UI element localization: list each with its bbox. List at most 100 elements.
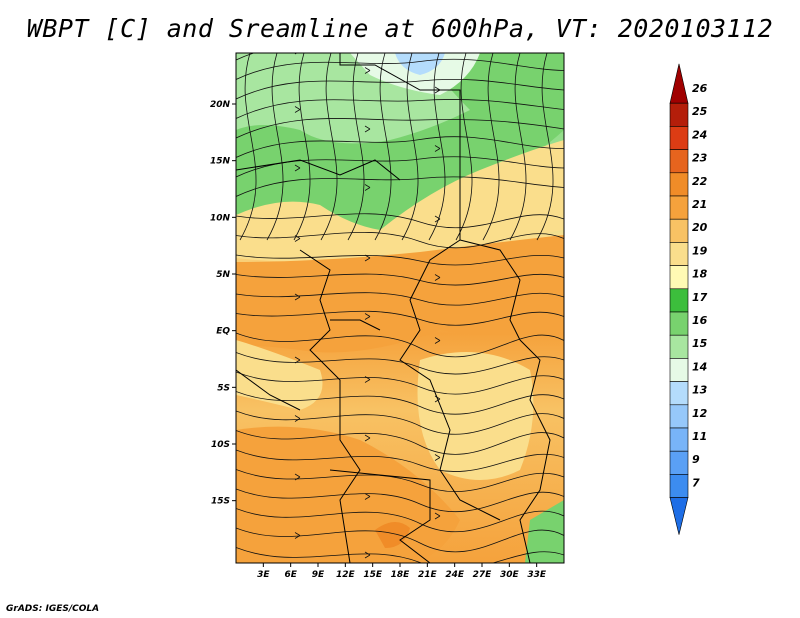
colorbar-swatch bbox=[669, 63, 689, 104]
lat-tick-label: 5N bbox=[216, 270, 230, 280]
streamline-arrow bbox=[364, 254, 371, 262]
streamline bbox=[236, 176, 564, 197]
colorbar-swatch bbox=[669, 102, 689, 127]
lon-tick-label: 33E bbox=[527, 570, 547, 580]
map-figure: 3E 6E 9E 12E 15E 18E 21E 24E 27E 30E 33E 20N 15N 10N… bbox=[210, 52, 708, 580]
streamline bbox=[236, 527, 564, 553]
colorbar-swatch bbox=[669, 404, 689, 429]
colorbar-swatch bbox=[669, 450, 689, 475]
colorbar-swatch bbox=[669, 149, 689, 174]
streamline-arrow bbox=[364, 551, 371, 559]
streamline-arrow bbox=[364, 184, 371, 191]
streamline-arrow bbox=[294, 415, 301, 422]
streamline bbox=[236, 547, 564, 563]
wbpt-region-blue-patch bbox=[395, 53, 445, 75]
streamline bbox=[236, 78, 564, 100]
streamline-arrow bbox=[294, 473, 301, 481]
streamline bbox=[236, 310, 564, 326]
colorbar-swatch bbox=[669, 172, 689, 197]
streamline bbox=[236, 488, 564, 513]
streamline-arrow bbox=[294, 532, 301, 539]
colorbar-label: 26 bbox=[692, 82, 708, 95]
colorbar-swatch bbox=[669, 288, 689, 313]
wbpt-region-green-southeast bbox=[525, 500, 564, 563]
streamline-arrow bbox=[434, 337, 441, 344]
footer-credit: GrADS: IGES/COLA bbox=[6, 604, 100, 614]
wbpt-region-yellow-north bbox=[236, 140, 564, 262]
colorbar-swatch bbox=[669, 242, 689, 266]
colorbar-label: 22 bbox=[692, 175, 708, 188]
colorbar-label: 18 bbox=[692, 268, 708, 281]
streamline-arrow bbox=[364, 67, 371, 74]
streamline bbox=[236, 371, 564, 395]
country-borders bbox=[236, 53, 551, 563]
lon-tick-label: 15E bbox=[363, 570, 383, 580]
streamline bbox=[239, 53, 257, 241]
streamline bbox=[536, 53, 554, 241]
colorbar-label: 23 bbox=[692, 152, 708, 165]
streamline-arrow bbox=[364, 376, 371, 383]
colorbar-label: 16 bbox=[692, 314, 708, 327]
streamline bbox=[236, 508, 564, 533]
streamline-arrow bbox=[364, 434, 371, 442]
colorbar-label: 15 bbox=[692, 337, 708, 350]
latitude-axis: 20N 15N 10N 5N EQ 5S 10S 15S bbox=[210, 100, 236, 507]
colorbar-swatch bbox=[669, 126, 689, 150]
colorbar-label: 11 bbox=[692, 430, 707, 443]
colorbar-label: 9 bbox=[692, 453, 700, 466]
streamline-arrow bbox=[294, 356, 301, 364]
lat-tick-label: 5S bbox=[217, 383, 230, 393]
lat-tick-label: 20N bbox=[210, 100, 231, 110]
longitude-axis: 3E 6E 9E 12E 15E 18E 21E 24E 27E 30E 33E bbox=[257, 563, 547, 580]
streamline bbox=[293, 53, 311, 241]
colorbar-label: 20 bbox=[692, 221, 708, 234]
streamline-arrow bbox=[434, 512, 441, 520]
colorbar-label: 24 bbox=[692, 128, 707, 141]
streamline-arrow bbox=[364, 313, 371, 320]
streamline bbox=[236, 213, 564, 229]
lon-tick-label: 27E bbox=[473, 570, 493, 580]
lon-tick-label: 18E bbox=[391, 570, 411, 580]
colorbar-swatch bbox=[669, 195, 689, 220]
wbpt-region-yellow-south bbox=[236, 340, 323, 410]
streamline bbox=[236, 118, 564, 139]
streamline-arrow bbox=[294, 293, 301, 301]
wbpt-region-orange-central bbox=[236, 235, 564, 353]
streamlines-layer bbox=[236, 53, 564, 563]
streamline bbox=[509, 53, 527, 241]
streamline bbox=[236, 410, 564, 435]
streamline bbox=[347, 53, 365, 241]
streamline bbox=[236, 58, 564, 80]
streamline bbox=[266, 53, 284, 241]
streamline bbox=[236, 430, 564, 455]
streamline-arrow bbox=[294, 164, 301, 172]
lon-tick-label: 12E bbox=[336, 570, 356, 580]
colorbar-swatch bbox=[669, 334, 689, 359]
colorbar-swatch bbox=[669, 381, 689, 406]
colorbar-swatch bbox=[669, 265, 689, 290]
wbpt-region-yellow-east bbox=[417, 352, 534, 480]
lat-tick-label: 10S bbox=[211, 440, 230, 450]
streamline bbox=[236, 99, 564, 119]
colorbar-label: 19 bbox=[692, 244, 708, 257]
lon-tick-label: 6E bbox=[284, 570, 297, 580]
streamline bbox=[428, 53, 446, 241]
colorbar-swatch bbox=[669, 311, 689, 336]
streamline bbox=[236, 469, 564, 493]
streamline-arrow bbox=[364, 125, 371, 133]
lat-tick-label: 15N bbox=[210, 157, 231, 167]
streamline bbox=[374, 53, 392, 241]
lon-tick-label: 3E bbox=[257, 570, 270, 580]
colorbar-swatch bbox=[669, 218, 689, 243]
lat-tick-label: 10N bbox=[210, 213, 231, 223]
colorbar-label: 17 bbox=[692, 291, 708, 304]
streamline bbox=[236, 352, 564, 375]
map-panel bbox=[236, 53, 564, 563]
streamline bbox=[236, 391, 564, 415]
colorbar-label: 21 bbox=[692, 198, 707, 211]
colorbar-swatch bbox=[669, 474, 689, 498]
streamline-arrow bbox=[434, 145, 441, 152]
colorbar-label: 7 bbox=[692, 476, 700, 489]
streamline bbox=[236, 332, 564, 358]
streamline bbox=[236, 232, 564, 249]
